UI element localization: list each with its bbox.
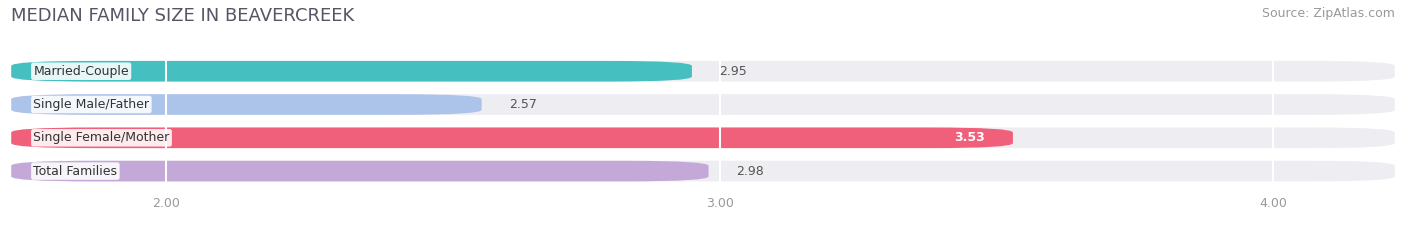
Text: Married-Couple: Married-Couple [34,65,129,78]
Text: 2.95: 2.95 [720,65,748,78]
FancyBboxPatch shape [11,61,692,82]
FancyBboxPatch shape [11,161,709,182]
FancyBboxPatch shape [11,94,1395,115]
FancyBboxPatch shape [11,61,1395,82]
Text: 3.53: 3.53 [955,131,986,144]
FancyBboxPatch shape [11,127,1012,148]
Text: MEDIAN FAMILY SIZE IN BEAVERCREEK: MEDIAN FAMILY SIZE IN BEAVERCREEK [11,7,354,25]
Text: 2.57: 2.57 [509,98,537,111]
Text: Total Families: Total Families [34,164,117,178]
FancyBboxPatch shape [11,94,482,115]
FancyBboxPatch shape [11,127,1395,148]
Text: 2.98: 2.98 [737,164,763,178]
Text: Single Female/Mother: Single Female/Mother [34,131,170,144]
FancyBboxPatch shape [11,161,1395,182]
Text: Single Male/Father: Single Male/Father [34,98,149,111]
Text: Source: ZipAtlas.com: Source: ZipAtlas.com [1261,7,1395,20]
